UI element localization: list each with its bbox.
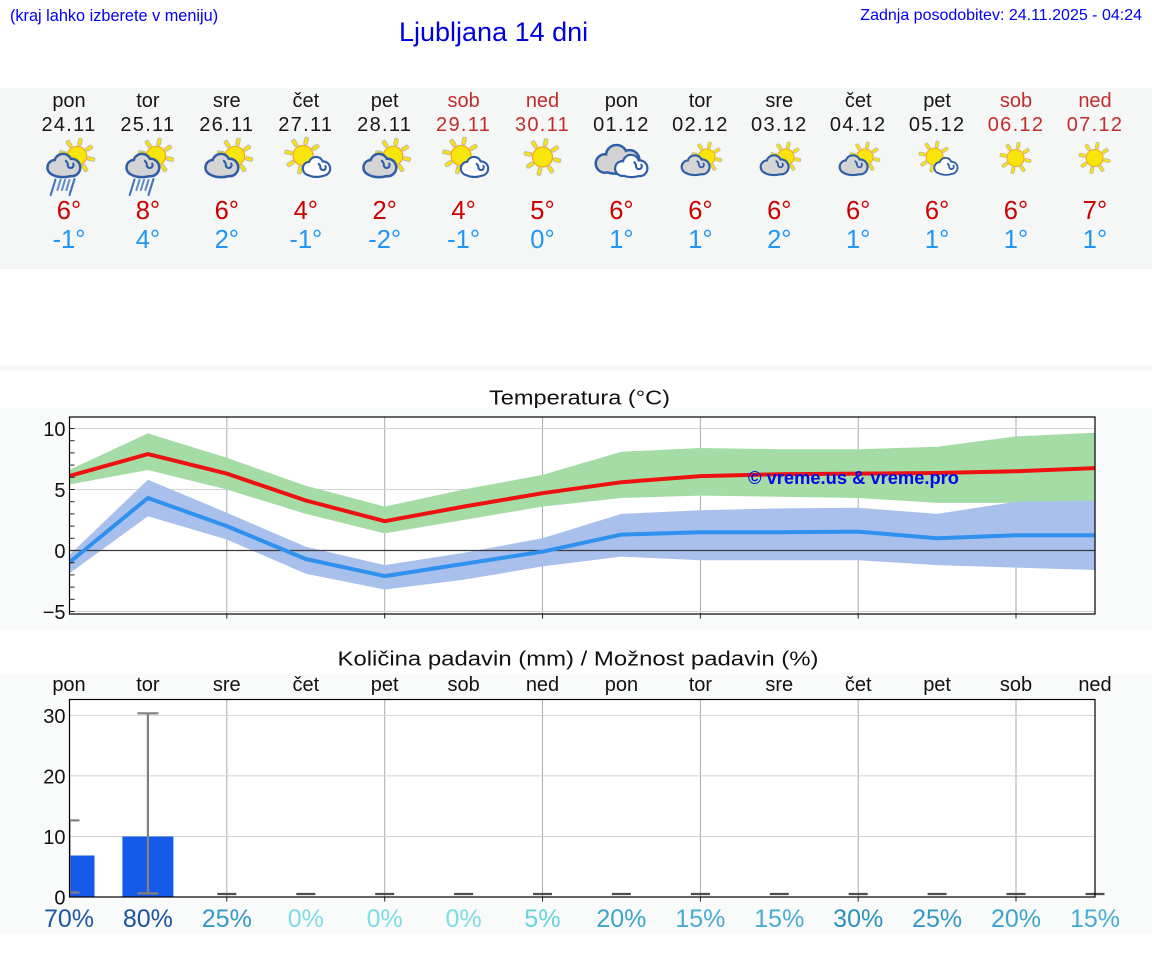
svg-text:Temperatura (°C): Temperatura (°C) [489,388,670,410]
svg-text:20%: 20% [991,905,1041,933]
svg-text:pon: pon [52,674,85,696]
svg-text:30%: 30% [833,905,883,933]
svg-text:15%: 15% [1070,905,1120,933]
svg-text:15%: 15% [675,905,725,933]
svg-text:© vreme.us & vreme.pro: © vreme.us & vreme.pro [748,468,959,488]
svg-text:Količina padavin (mm) / Možnos: Količina padavin (mm) / Možnost padavin … [338,649,819,671]
svg-text:ned: ned [1078,674,1111,696]
svg-text:10: 10 [43,419,65,441]
svg-text:tor: tor [136,674,160,696]
svg-text:ned: ned [526,674,559,696]
svg-text:15%: 15% [754,905,804,933]
svg-text:0: 0 [54,541,65,563]
svg-text:tor: tor [689,674,713,696]
svg-text:0%: 0% [446,905,482,933]
svg-text:25%: 25% [912,905,962,933]
svg-text:pon: pon [605,674,638,696]
svg-text:pet: pet [923,674,951,696]
svg-text:pet: pet [371,674,399,696]
svg-text:sob: sob [1000,674,1032,696]
svg-text:10: 10 [43,827,65,849]
svg-text:5: 5 [54,480,65,502]
svg-text:20: 20 [43,766,65,788]
svg-text:80%: 80% [123,905,173,933]
svg-text:30: 30 [43,706,65,728]
svg-text:čet: čet [292,674,319,696]
svg-text:sob: sob [447,674,479,696]
svg-text:čet: čet [845,674,872,696]
svg-text:0: 0 [54,888,65,910]
svg-text:5%: 5% [524,905,560,933]
svg-text:−5: −5 [43,602,66,624]
svg-text:sre: sre [213,674,241,696]
svg-text:sre: sre [765,674,793,696]
svg-text:25%: 25% [202,905,252,933]
svg-text:20%: 20% [596,905,646,933]
svg-text:0%: 0% [288,905,324,933]
svg-text:70%: 70% [44,905,94,933]
svg-text:0%: 0% [367,905,403,933]
